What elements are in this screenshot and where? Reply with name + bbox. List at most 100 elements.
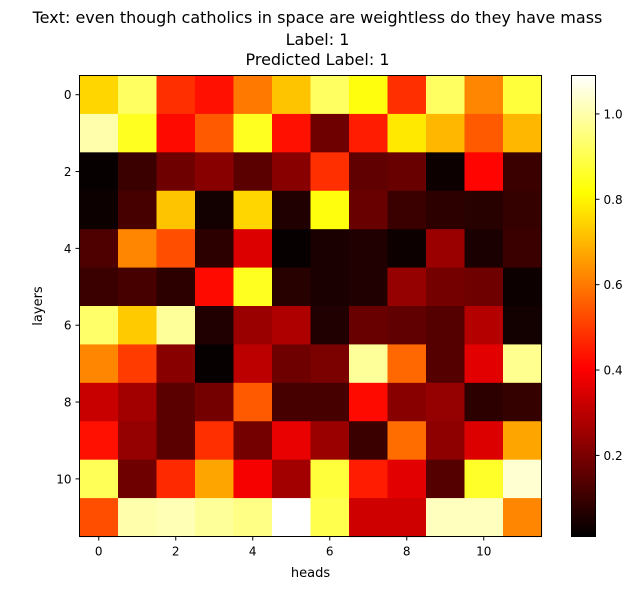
heatmap-cell [349,498,389,538]
x-tick-label: 8 [403,545,411,559]
heatmap-cell [118,113,158,153]
heatmap-cell [195,229,235,269]
heatmap-cell [156,421,196,461]
heatmap-cell [349,421,389,461]
heatmap-cell [272,306,312,346]
heatmap-cell [426,75,466,115]
heatmap-cell [195,152,235,192]
heatmap-cell [464,75,504,115]
heatmap-cell [310,421,350,461]
colorbar-tick-label: 0.6 [604,278,623,292]
chart-title-line-2: Label: 1 [285,30,350,49]
heatmap-cell [310,229,350,269]
heatmap-cell [118,306,158,346]
heatmap-cell [156,306,196,346]
heatmap-cell [195,459,235,499]
heatmap-cell [464,229,504,269]
colorbar-tick-label: 0.2 [604,449,623,463]
heatmap-cell [79,152,119,192]
heatmap-cell [349,459,389,499]
heatmap-cell [310,267,350,307]
heatmap-cell [195,267,235,307]
heatmap-cell [387,498,427,538]
heatmap-cell [156,229,196,269]
heatmap-cell [426,113,466,153]
heatmap-cell [118,267,158,307]
heatmap-cell [118,75,158,115]
heatmap-cell [118,382,158,422]
heatmap-cell [464,459,504,499]
heatmap-cell [503,306,543,346]
heatmap-cell [503,421,543,461]
colorbar-tick-label: 1.0 [604,107,623,121]
heatmap-cell [349,306,389,346]
heatmap-cell [233,152,273,192]
heatmap-cell [79,382,119,422]
heatmap-cell [426,344,466,384]
heatmap-cells [79,75,543,538]
heatmap-cell [195,421,235,461]
heatmap-cell [426,190,466,230]
heatmap-cell [195,113,235,153]
heatmap-cell [503,75,543,115]
heatmap-cell [195,498,235,538]
heatmap-cell [310,498,350,538]
heatmap-cell [195,344,235,384]
heatmap-cell [79,229,119,269]
heatmap-cell [349,113,389,153]
heatmap-cell [426,152,466,192]
y-tick-label: 4 [64,242,72,256]
heatmap-cell [79,190,119,230]
heatmap-cell [310,152,350,192]
x-axis-ticks: 0 2 4 6 8 10 [95,536,491,559]
x-tick-label: 2 [172,545,180,559]
heatmap-cell [118,498,158,538]
heatmap-cell [195,190,235,230]
heatmap-cell [272,113,312,153]
heatmap-cell [156,267,196,307]
heatmap-cell [503,190,543,230]
heatmap-cell [464,190,504,230]
heatmap-cell [272,75,312,115]
heatmap-cell [156,498,196,538]
heatmap-cell [233,306,273,346]
heatmap-cell [233,459,273,499]
colorbar-ticks: 0.2 0.4 0.6 0.8 1.0 [595,107,623,463]
heatmap-cell [310,75,350,115]
heatmap-cell [79,459,119,499]
heatmap-cell [233,498,273,538]
heatmap-cell [349,75,389,115]
colorbar-tick-label: 0.4 [604,364,623,378]
heatmap-cell [503,498,543,538]
colorbar-tick-label: 0.8 [604,193,623,207]
heatmap-cell [118,229,158,269]
heatmap-cell [118,190,158,230]
heatmap-cell [156,344,196,384]
heatmap-cell [79,498,119,538]
heatmap-cell [272,421,312,461]
heatmap-cell [272,152,312,192]
heatmap-cell [503,344,543,384]
heatmap-cell [426,382,466,422]
y-tick-label: 6 [64,319,72,333]
x-tick-label: 4 [249,545,257,559]
heatmap-cell [387,229,427,269]
heatmap-cell [426,306,466,346]
heatmap-cell [233,382,273,422]
heatmap-cell [79,421,119,461]
heatmap-cell [426,229,466,269]
heatmap-cell [426,459,466,499]
heatmap-cell [503,152,543,192]
x-tick-label: 0 [95,545,103,559]
heatmap-cell [195,75,235,115]
heatmap-cell [118,459,158,499]
heatmap-cell [349,344,389,384]
heatmap-cell [387,459,427,499]
heatmap-cell [79,267,119,307]
heatmap-cell [233,421,273,461]
heatmap-cell [272,498,312,538]
heatmap-cell [156,75,196,115]
heatmap-cell [464,382,504,422]
heatmap-cell [464,421,504,461]
